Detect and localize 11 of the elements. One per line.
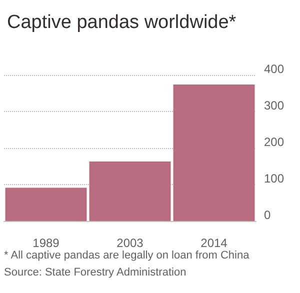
y-tick-label: 0 xyxy=(264,208,271,222)
source-note: Source: State Forestry Administration xyxy=(4,266,186,278)
text: * All captive pandas are legally on loan from China xyxy=(4,250,250,262)
x-tick-label: 1989 xyxy=(32,236,60,250)
y-tick-label: 100 xyxy=(264,172,284,186)
x-tick-label: 2003 xyxy=(116,236,144,250)
y-tick-label: 300 xyxy=(264,98,284,112)
x-tick-label: 2014 xyxy=(200,236,228,250)
chart-title: Captive pandas worldwide* xyxy=(7,12,237,33)
y-tick-label: 200 xyxy=(264,135,284,149)
y-tick-label: 400 xyxy=(264,62,284,76)
